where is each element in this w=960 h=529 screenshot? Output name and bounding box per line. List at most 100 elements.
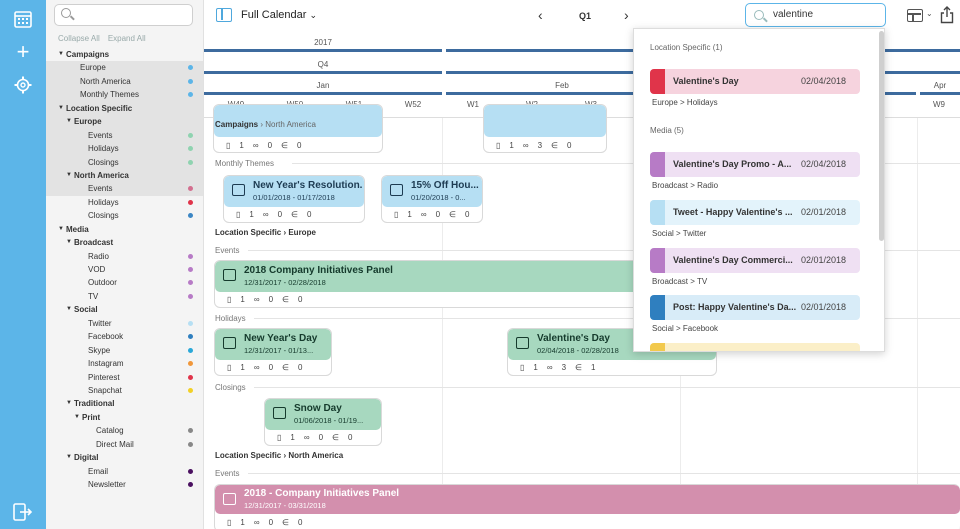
- sidebar-item-label: Europe: [74, 117, 102, 127]
- sidebar-item[interactable]: Newsletter: [46, 478, 203, 491]
- sidebar-item[interactable]: Monthly Themes: [46, 88, 203, 102]
- search-result-item[interactable]: Valentine's Day 02/04/2018: [650, 69, 860, 94]
- sidebar-item[interactable]: ▼ Location Specific: [46, 101, 203, 116]
- search-result-item[interactable]: Valentine's Day Promo - A... 02/04/2018: [650, 152, 860, 177]
- sidebar-toggle-icon[interactable]: [216, 8, 232, 22]
- checkbox-icon: [223, 269, 236, 281]
- sidebar-item-label: Holidays: [88, 144, 119, 154]
- sidebar-item[interactable]: ▼ Traditional: [46, 397, 203, 410]
- card-stats: ▯ 1 ∞ 0 ∈ 0: [227, 295, 303, 304]
- collapse-all-link[interactable]: Collapse All: [58, 34, 100, 43]
- logout-icon[interactable]: [12, 503, 34, 525]
- row-divider: [254, 387, 960, 388]
- chevron-down-icon[interactable]: ⌄: [926, 9, 933, 18]
- sidebar-item[interactable]: ▼ Europe: [46, 115, 203, 129]
- sidebar-item[interactable]: Events: [46, 128, 203, 143]
- sidebar-item[interactable]: ▼ Campaigns: [46, 48, 203, 61]
- link-icon: ∞: [420, 210, 427, 219]
- sidebar-item[interactable]: ▼ Social: [46, 303, 203, 316]
- sidebar-item[interactable]: Europe: [46, 61, 203, 75]
- sidebar-item[interactable]: TV: [46, 290, 203, 303]
- campaign-card[interactable]: ▯ 1 ∞ 3 ∈ 0: [483, 104, 607, 153]
- holiday-card[interactable]: New Year's Day 12/31/2017 - 01/13... ▯ 1 ∞…: [214, 328, 332, 376]
- card-stats: ▯ 1 ∞ 0 ∈ 0: [226, 141, 302, 150]
- color-dot: [188, 267, 193, 272]
- expand-all-link[interactable]: Expand All: [107, 34, 146, 43]
- year-label: 2017: [314, 38, 332, 47]
- sidebar-item-label: North America: [74, 170, 129, 180]
- search-result-item[interactable]: Valentine's Day Commerci... 02/01/2018: [650, 248, 860, 273]
- result-color-swatch: [650, 152, 665, 177]
- caret-down-icon[interactable]: ▼: [58, 104, 64, 111]
- event-card[interactable]: 2018 Company Initiatives Panel 12/31/201…: [214, 260, 644, 308]
- caret-down-icon[interactable]: ▼: [58, 51, 64, 57]
- caret-down-icon[interactable]: ▼: [66, 306, 72, 313]
- caret-down-icon[interactable]: ▼: [66, 171, 72, 178]
- calendar-icon[interactable]: [12, 9, 34, 31]
- sidebar-item[interactable]: ▼ Media: [46, 223, 203, 236]
- share-icon[interactable]: [940, 6, 954, 24]
- sidebar-item[interactable]: Closings: [46, 209, 203, 222]
- dropdown-scrollbar[interactable]: [879, 31, 884, 241]
- caret-down-icon[interactable]: ▼: [66, 454, 72, 461]
- prev-period-button[interactable]: ‹: [538, 7, 543, 23]
- sidebar-item[interactable]: Instagram: [46, 357, 203, 370]
- sidebar-item[interactable]: ▼ North America: [46, 168, 203, 183]
- monthly-theme-card[interactable]: 15% Off Hou... 01/20/2018 - 0... ▯ 1 ∞ 0 ∈ 0: [381, 175, 483, 223]
- card-stats: ▯ 1 ∞ 3 ∈ 0: [496, 141, 572, 150]
- week-label: W1: [467, 100, 479, 109]
- sidebar-item[interactable]: ▼ Print: [46, 411, 203, 424]
- sidebar-item[interactable]: Email: [46, 465, 203, 478]
- file-icon: ▯: [227, 518, 232, 527]
- global-search-input[interactable]: valentine: [745, 3, 886, 27]
- closing-card[interactable]: Snow Day 01/06/2018 - 01/19... ▯ 1 ∞ 0 ∈ 0: [264, 398, 382, 446]
- sidebar-item[interactable]: Facebook: [46, 330, 203, 343]
- caret-down-icon[interactable]: ▼: [66, 400, 72, 407]
- sidebar-item-label: Twitter: [88, 318, 112, 328]
- sidebar-item[interactable]: Twitter: [46, 317, 203, 330]
- link-icon: ∞: [546, 363, 553, 372]
- caret-down-icon[interactable]: ▼: [58, 225, 64, 232]
- add-icon[interactable]: +: [16, 39, 30, 64]
- monthly-theme-card[interactable]: New Year's Resolution... 01/01/2018 - 01…: [223, 175, 365, 223]
- sidebar-item[interactable]: ▼ Broadcast: [46, 236, 203, 249]
- search-value: valentine: [773, 9, 814, 20]
- campaign-card[interactable]: ▯ 1 ∞ 0 ∈ 0: [213, 104, 383, 153]
- paperclip-icon: ∈: [282, 518, 289, 527]
- sidebar-item[interactable]: VOD: [46, 263, 203, 276]
- link-icon: ∞: [253, 518, 260, 527]
- sidebar-item[interactable]: Pinterest: [46, 371, 203, 384]
- sidebar-item[interactable]: ▼ Digital: [46, 451, 203, 464]
- color-dot: [188, 159, 193, 165]
- file-icon: ▯: [226, 141, 231, 150]
- month-bar: [204, 92, 442, 95]
- sidebar-item[interactable]: Radio: [46, 250, 203, 263]
- caret-down-icon[interactable]: ▼: [74, 413, 80, 420]
- result-path: Social > Facebook: [652, 324, 719, 333]
- sidebar-item[interactable]: Snapchat: [46, 384, 203, 397]
- sidebar-item[interactable]: Holidays: [46, 142, 203, 156]
- row-label-monthly-themes: Monthly Themes: [215, 159, 274, 168]
- month-label: Apr: [933, 81, 947, 90]
- event-card[interactable]: 2018 - Company Initiatives Panel 12/31/2…: [214, 484, 960, 529]
- caret-down-icon[interactable]: ▼: [66, 118, 72, 125]
- layout-icon[interactable]: [907, 9, 923, 22]
- view-selector[interactable]: Full Calendar ⌄: [241, 9, 317, 21]
- link-icon: ∞: [253, 363, 260, 372]
- next-period-button[interactable]: ›: [624, 7, 629, 23]
- search-results-dropdown: Location Specific (1) Valentine's Day 02…: [633, 28, 885, 352]
- sidebar-item[interactable]: Outdoor: [46, 276, 203, 289]
- sidebar-item[interactable]: Catalog: [46, 424, 203, 437]
- sidebar-item[interactable]: Events: [46, 182, 203, 196]
- gear-icon[interactable]: [12, 76, 34, 98]
- search-result-item[interactable]: [650, 343, 860, 351]
- sidebar-search-input[interactable]: [54, 4, 193, 26]
- sidebar-item[interactable]: North America: [46, 74, 203, 89]
- search-result-item[interactable]: Post: Happy Valentine's Da... 02/01/2018: [650, 295, 860, 320]
- sidebar-item[interactable]: Direct Mail: [46, 438, 203, 451]
- search-result-item[interactable]: Tweet - Happy Valentine's ... 02/01/2018: [650, 200, 860, 225]
- caret-down-icon[interactable]: ▼: [66, 239, 72, 246]
- sidebar-item[interactable]: Holidays: [46, 196, 203, 209]
- sidebar-item[interactable]: Skype: [46, 344, 203, 357]
- sidebar-item[interactable]: Closings: [46, 155, 203, 169]
